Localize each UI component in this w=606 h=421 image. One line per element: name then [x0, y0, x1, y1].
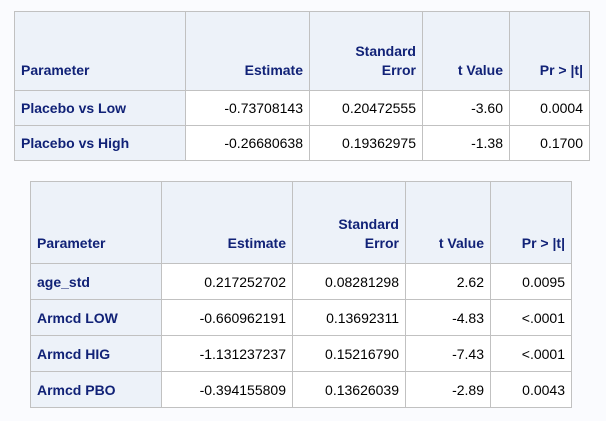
table-row: age_std 0.217252702 0.08281298 2.62 0.00… — [30, 263, 572, 300]
standard-error-cell: 0.20472555 — [309, 90, 423, 126]
t-value-column-header: t Value — [405, 181, 491, 264]
estimate-cell: -0.660962191 — [161, 299, 293, 336]
p-value-cell: <.0001 — [490, 299, 572, 336]
parameter-cell: Placebo vs Low — [14, 90, 186, 126]
t-value-cell: -3.60 — [422, 90, 510, 126]
p-value-column-header: Pr > |t| — [509, 11, 590, 91]
header-row: Parameter Estimate Standard Error t Valu… — [30, 181, 572, 264]
p-value-cell: <.0001 — [490, 335, 572, 372]
table-row: Placebo vs Low -0.73708143 0.20472555 -3… — [14, 90, 590, 126]
p-value-cell: 0.0043 — [490, 371, 572, 408]
estimate-cell: -0.26680638 — [185, 125, 310, 161]
parameter-cell: age_std — [30, 263, 162, 300]
contrasts-table: Parameter Estimate Standard Error t Valu… — [14, 11, 590, 161]
estimate-column-header: Estimate — [185, 11, 310, 91]
estimate-cell: -0.394155809 — [161, 371, 293, 408]
table-row: Armcd HIG -1.131237237 0.15216790 -7.43 … — [30, 335, 572, 372]
parameter-cell: Placebo vs High — [14, 125, 186, 161]
estimate-cell: -0.73708143 — [185, 90, 310, 126]
estimate-column-header: Estimate — [161, 181, 293, 264]
standard-error-column-header: Standard Error — [292, 181, 406, 264]
p-value-cell: 0.0095 — [490, 263, 572, 300]
t-value-cell: -4.83 — [405, 299, 491, 336]
standard-error-cell: 0.13692311 — [292, 299, 406, 336]
parameter-column-header: Parameter — [30, 181, 162, 264]
standard-error-header-line1: Standard — [355, 43, 416, 59]
standard-error-header-line2: Error — [381, 62, 416, 78]
table-row: Armcd LOW -0.660962191 0.13692311 -4.83 … — [30, 299, 572, 336]
header-row: Parameter Estimate Standard Error t Valu… — [14, 11, 590, 91]
standard-error-header-line1: Standard — [338, 216, 399, 232]
table-row: Armcd PBO -0.394155809 0.13626039 -2.89 … — [30, 371, 572, 408]
parameter-cell: Armcd PBO — [30, 371, 162, 408]
parameter-cell: Armcd HIG — [30, 335, 162, 372]
t-value-cell: -7.43 — [405, 335, 491, 372]
p-value-column-header: Pr > |t| — [490, 181, 572, 264]
standard-error-cell: 0.15216790 — [292, 335, 406, 372]
standard-error-cell: 0.19362975 — [309, 125, 423, 161]
standard-error-cell: 0.13626039 — [292, 371, 406, 408]
p-value-cell: 0.0004 — [509, 90, 590, 126]
t-value-cell: -2.89 — [405, 371, 491, 408]
standard-error-column-header: Standard Error — [309, 11, 423, 91]
standard-error-header-line2: Error — [364, 235, 399, 251]
estimate-cell: -1.131237237 — [161, 335, 293, 372]
table-row: Placebo vs High -0.26680638 0.19362975 -… — [14, 125, 590, 161]
standard-error-cell: 0.08281298 — [292, 263, 406, 300]
parameter-column-header: Parameter — [14, 11, 186, 91]
parameter-cell: Armcd LOW — [30, 299, 162, 336]
t-value-cell: 2.62 — [405, 263, 491, 300]
p-value-cell: 0.1700 — [509, 125, 590, 161]
estimate-cell: 0.217252702 — [161, 263, 293, 300]
coefficients-table: Parameter Estimate Standard Error t Valu… — [30, 181, 572, 408]
t-value-cell: -1.38 — [422, 125, 510, 161]
t-value-column-header: t Value — [422, 11, 510, 91]
